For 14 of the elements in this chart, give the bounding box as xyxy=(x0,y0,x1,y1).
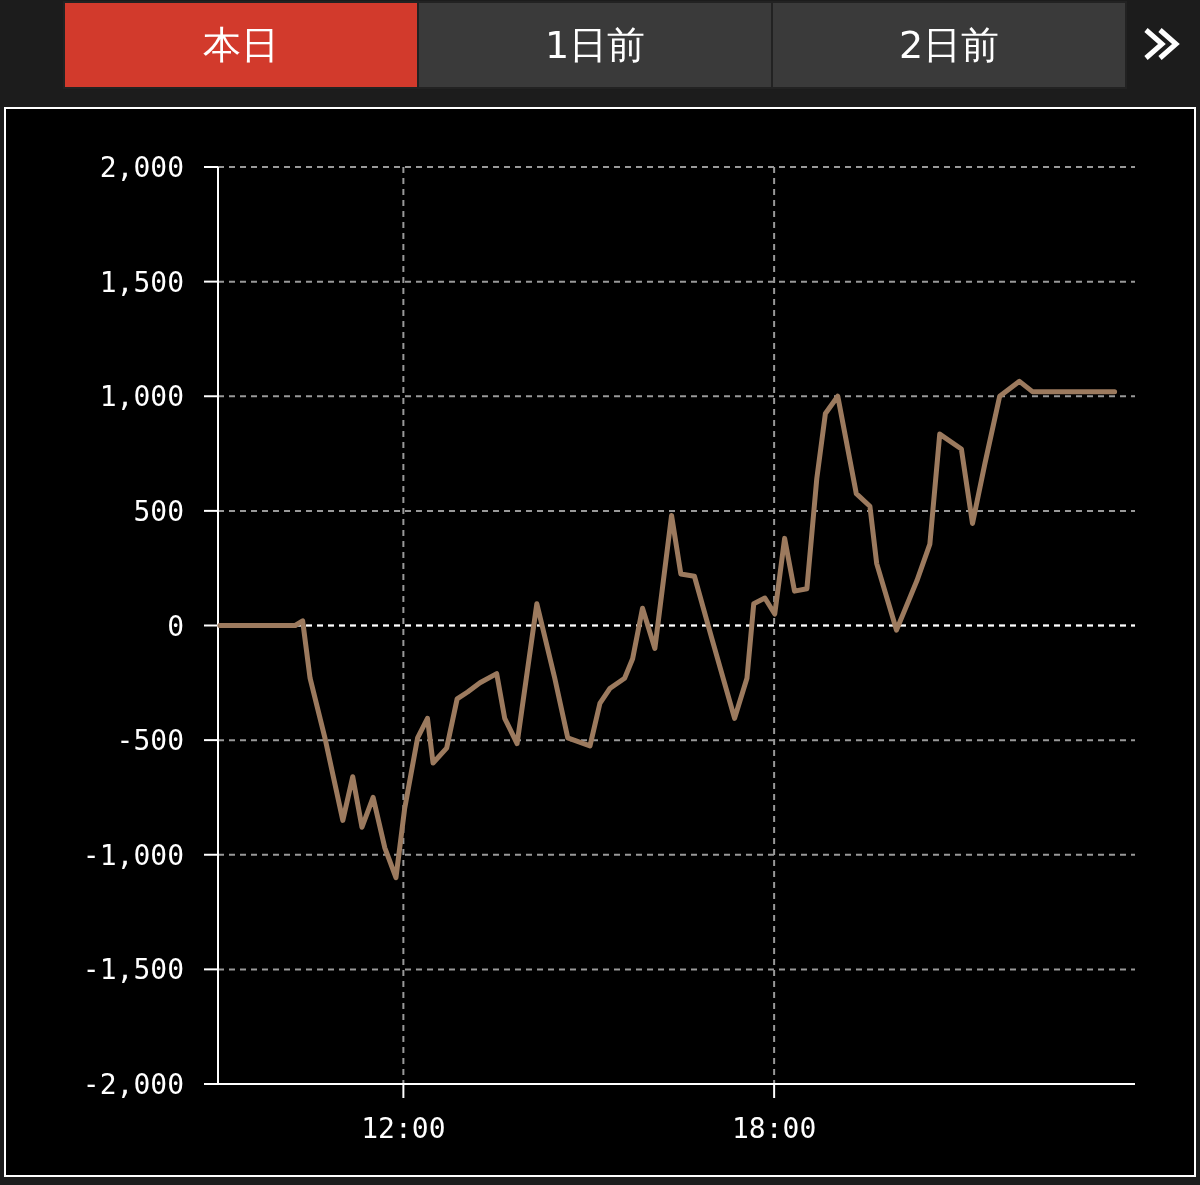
y-tick-label: 0 xyxy=(167,609,184,643)
y-tick-label: -2,000 xyxy=(82,1068,184,1101)
y-tick-label: 1,000 xyxy=(99,380,184,414)
y-tick-label: -500 xyxy=(116,724,184,758)
y-tick-label: -1,000 xyxy=(82,838,184,872)
y-tick-label: 1,500 xyxy=(99,265,184,299)
text: 2日前 xyxy=(898,23,1000,67)
text: 本日 xyxy=(203,23,279,67)
y-tick-label: -1,500 xyxy=(82,953,184,987)
y-tick-label: 500 xyxy=(133,494,184,528)
x-tick-label: 12:00 xyxy=(361,1112,446,1145)
x-tick-label: 18:00 xyxy=(731,1112,817,1145)
y-tick-label: 2,000 xyxy=(99,151,184,184)
text: 1日前 xyxy=(544,23,646,67)
